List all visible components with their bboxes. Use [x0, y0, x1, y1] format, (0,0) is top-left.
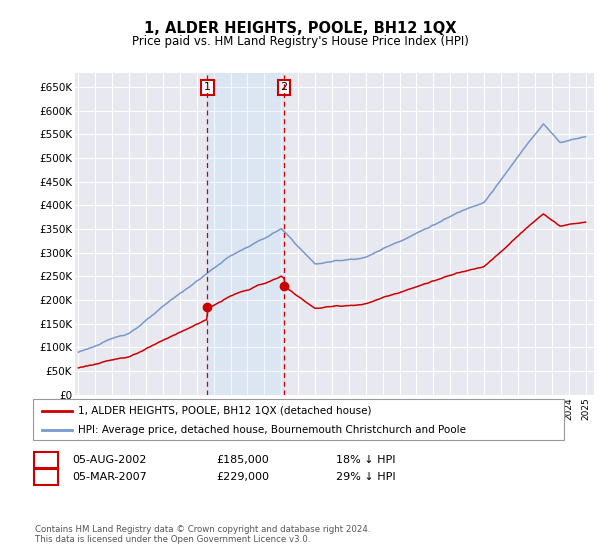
Text: £229,000: £229,000 — [216, 472, 269, 482]
Text: 1: 1 — [42, 455, 49, 465]
Text: HPI: Average price, detached house, Bournemouth Christchurch and Poole: HPI: Average price, detached house, Bour… — [78, 424, 466, 435]
Text: 05-MAR-2007: 05-MAR-2007 — [72, 472, 147, 482]
Text: Contains HM Land Registry data © Crown copyright and database right 2024.: Contains HM Land Registry data © Crown c… — [35, 525, 370, 534]
Text: Price paid vs. HM Land Registry's House Price Index (HPI): Price paid vs. HM Land Registry's House … — [131, 35, 469, 48]
Text: This data is licensed under the Open Government Licence v3.0.: This data is licensed under the Open Gov… — [35, 535, 310, 544]
Text: 1, ALDER HEIGHTS, POOLE, BH12 1QX: 1, ALDER HEIGHTS, POOLE, BH12 1QX — [144, 21, 456, 36]
Text: 29% ↓ HPI: 29% ↓ HPI — [336, 472, 395, 482]
Text: 2: 2 — [281, 82, 287, 92]
Text: 1, ALDER HEIGHTS, POOLE, BH12 1QX (detached house): 1, ALDER HEIGHTS, POOLE, BH12 1QX (detac… — [78, 405, 371, 416]
Text: 2: 2 — [42, 472, 49, 482]
Text: 1: 1 — [204, 82, 211, 92]
Text: 18% ↓ HPI: 18% ↓ HPI — [336, 455, 395, 465]
Text: £185,000: £185,000 — [216, 455, 269, 465]
Bar — [207, 73, 284, 395]
Text: 05-AUG-2002: 05-AUG-2002 — [72, 455, 146, 465]
